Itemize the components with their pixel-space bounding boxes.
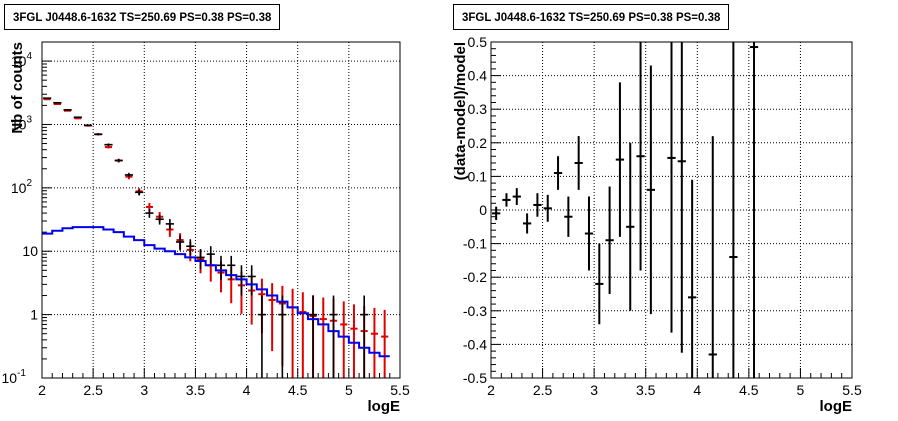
residual-series [492, 42, 759, 378]
y-tick-label: -0.3 [463, 303, 487, 319]
x-tick-label: 4 [693, 382, 701, 398]
y-tick-label: 104 [11, 51, 33, 69]
y-tick-label: 0.3 [468, 101, 488, 117]
y-tick-label: 10 [22, 243, 38, 259]
x-axis-label: logE [368, 398, 401, 415]
y-tick-label: 0.5 [468, 34, 488, 50]
y-tick-label: 1 [30, 307, 38, 323]
y-axis-label: Nb of counts [9, 42, 26, 134]
y-tick-label: 103 [11, 114, 33, 132]
y-tick-label: 0.2 [468, 135, 488, 151]
x-tick-label: 2.5 [533, 382, 553, 398]
chart-title: 3FGL J0448.6-1632 TS=250.69 PS=0.38 PS=0… [453, 4, 730, 30]
data-series [43, 97, 369, 378]
x-tick-label: 3 [590, 382, 598, 398]
y-tick-label: 0.1 [468, 168, 488, 184]
residuals-chart: 2 2.5 3 3.5 4 4.5 5 5.5 -0.5 -0.4 -0.3 -0.2 -0.1 0 0.1… [452, 34, 862, 415]
x-tick-label: 5.5 [390, 382, 410, 398]
plot-frame [41, 41, 401, 379]
x-tick-label: 2 [38, 382, 46, 398]
chart-title: 3FGL J0448.6-1632 TS=250.69 PS=0.38 PS=0… [4, 4, 281, 30]
x-tick-label: 5.5 [842, 382, 862, 398]
y-tick-label: -0.1 [463, 236, 487, 252]
model-series [43, 98, 389, 378]
y-tick-label: 0.4 [468, 68, 488, 84]
x-tick-label: 4 [243, 382, 251, 398]
x-tick-label: 5 [797, 382, 805, 398]
y-tick-label: 10-1 [2, 368, 27, 386]
y-tick-label: 102 [11, 178, 33, 196]
x-tick-label: 5 [345, 382, 353, 398]
counts-chart: 2 2.5 3 3.5 4 4.5 5 5.5 10-1 1 10 102 103 104 logE Nb o… [2, 41, 410, 415]
y-tick-label: -0.2 [463, 269, 487, 285]
x-tick-label: 4.5 [739, 382, 759, 398]
y-tick-label: -0.4 [463, 336, 487, 352]
y-tick-label: 0 [479, 202, 487, 218]
counts-panel: 2 2.5 3 3.5 4 4.5 5 5.5 10-1 1 10 102 103 104 logE Nb o… [2, 4, 410, 415]
x-tick-label: 4.5 [288, 382, 308, 398]
source-model-line [42, 226, 390, 358]
x-tick-label: 2 [487, 382, 495, 398]
x-tick-label: 3.5 [636, 382, 656, 398]
x-tick-label: 3.5 [186, 382, 206, 398]
x-axis-label: logE [820, 398, 853, 415]
y-tick-label: -0.5 [463, 370, 487, 386]
x-tick-label: 3 [140, 382, 148, 398]
residuals-panel: 2 2.5 3 3.5 4 4.5 5 5.5 -0.5 -0.4 -0.3 -0.2 -0.1 0 0.1… [449, 0, 898, 421]
y-axis-label: (data-model)/model [452, 42, 469, 180]
plot-frame [490, 41, 853, 379]
x-tick-label: 2.5 [83, 382, 103, 398]
